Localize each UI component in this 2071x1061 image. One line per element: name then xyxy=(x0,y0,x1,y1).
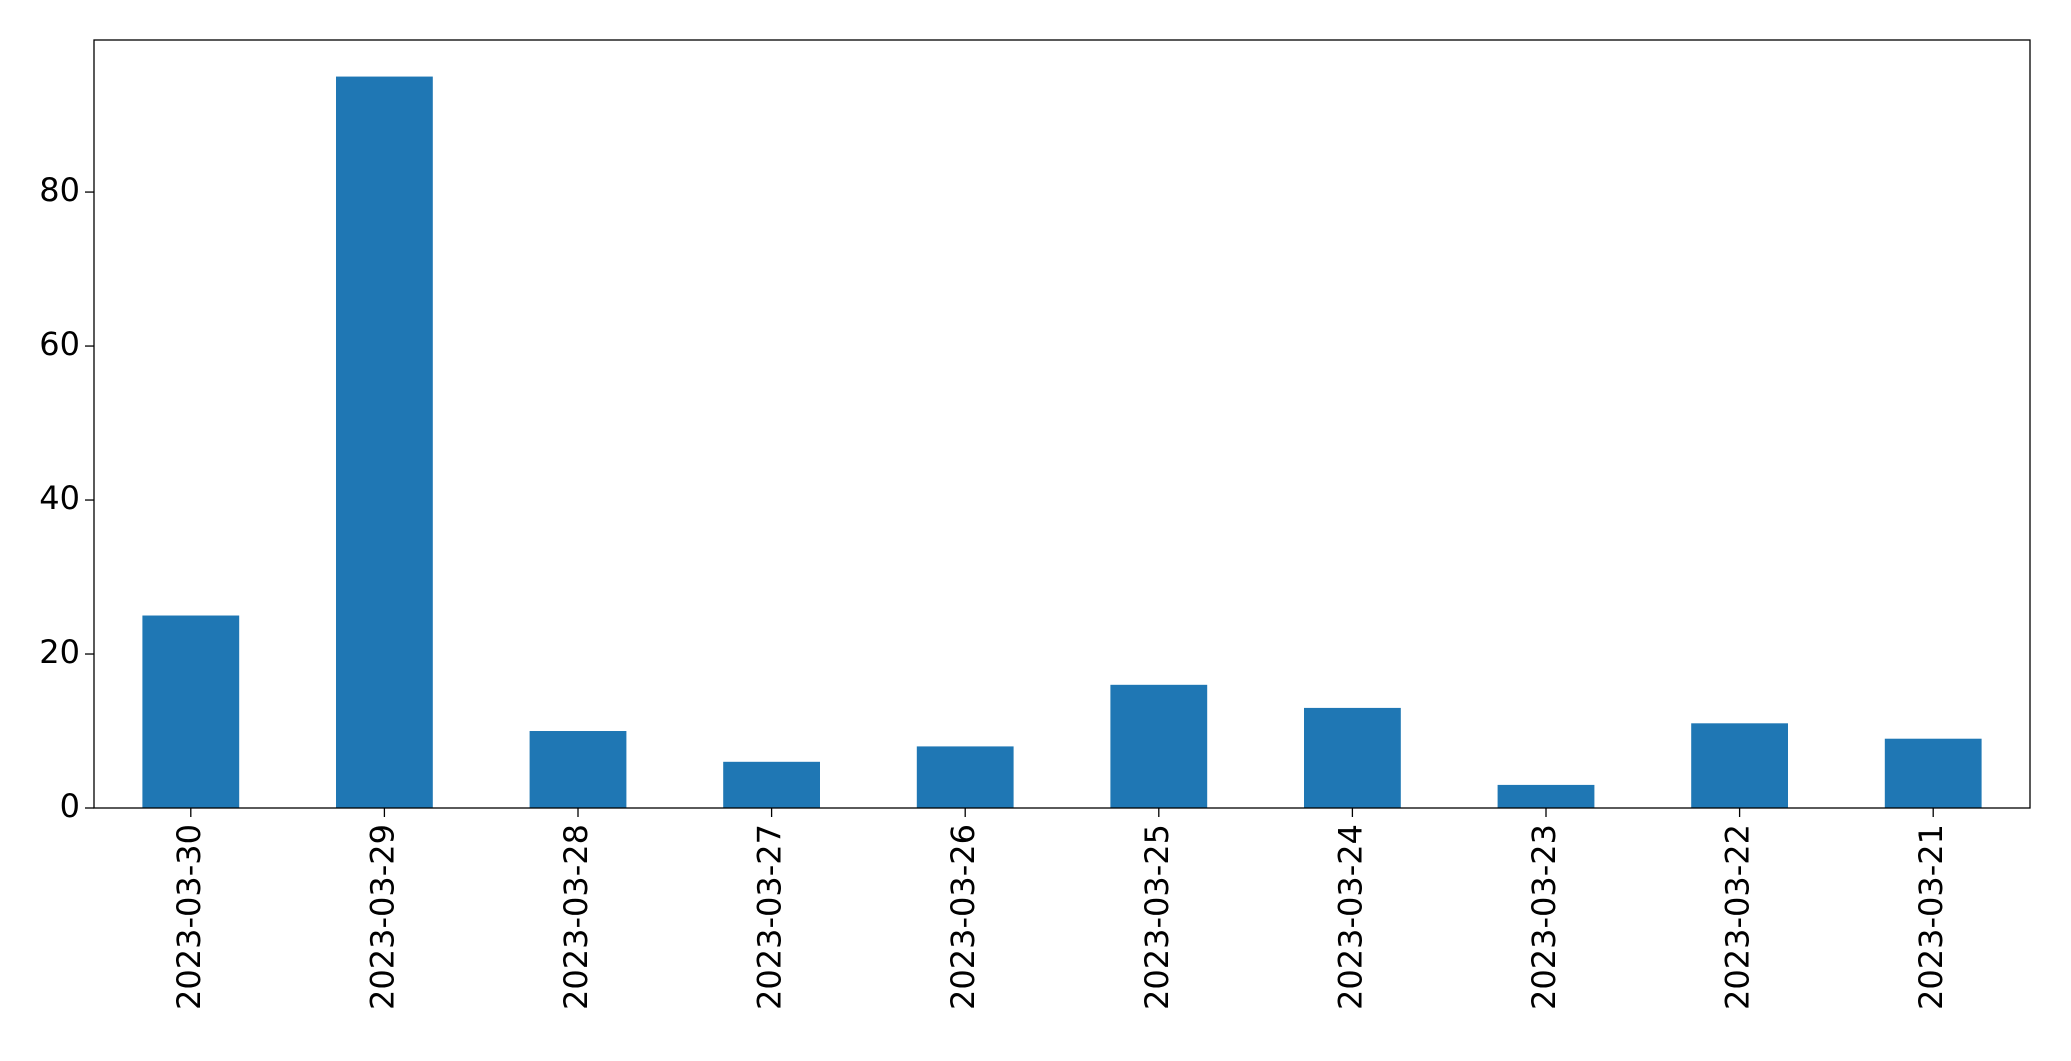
bar xyxy=(1110,684,1208,808)
bar xyxy=(916,746,1014,808)
bar xyxy=(529,731,627,808)
y-tick-label: 80 xyxy=(39,171,80,209)
x-tick-label: 2023-03-22 xyxy=(1719,824,1757,1010)
bar xyxy=(336,76,433,809)
x-tick-label: 2023-03-30 xyxy=(170,824,208,1010)
x-tick-label: 2023-03-25 xyxy=(1138,824,1176,1010)
plot-frame xyxy=(93,39,2031,809)
x-tick-label: 2023-03-27 xyxy=(751,824,789,1010)
x-tick-label: 2023-03-28 xyxy=(557,824,595,1010)
x-tick-label: 2023-03-29 xyxy=(363,824,401,1010)
x-tick-label: 2023-03-26 xyxy=(944,824,982,1010)
bar xyxy=(1691,723,1788,808)
x-tick-label: 2023-03-21 xyxy=(1912,824,1950,1010)
x-tick-label: 2023-03-24 xyxy=(1331,824,1369,1010)
y-tick-label: 40 xyxy=(39,479,80,517)
bar xyxy=(1884,738,1982,808)
y-tick-label: 0 xyxy=(60,787,80,825)
bar xyxy=(1304,707,1401,808)
bar xyxy=(723,761,820,808)
y-tick-label: 60 xyxy=(39,325,80,363)
y-tick-label: 20 xyxy=(39,633,80,671)
x-tick-label: 2023-03-23 xyxy=(1525,824,1563,1010)
bar xyxy=(142,615,240,808)
bar xyxy=(1497,784,1595,808)
